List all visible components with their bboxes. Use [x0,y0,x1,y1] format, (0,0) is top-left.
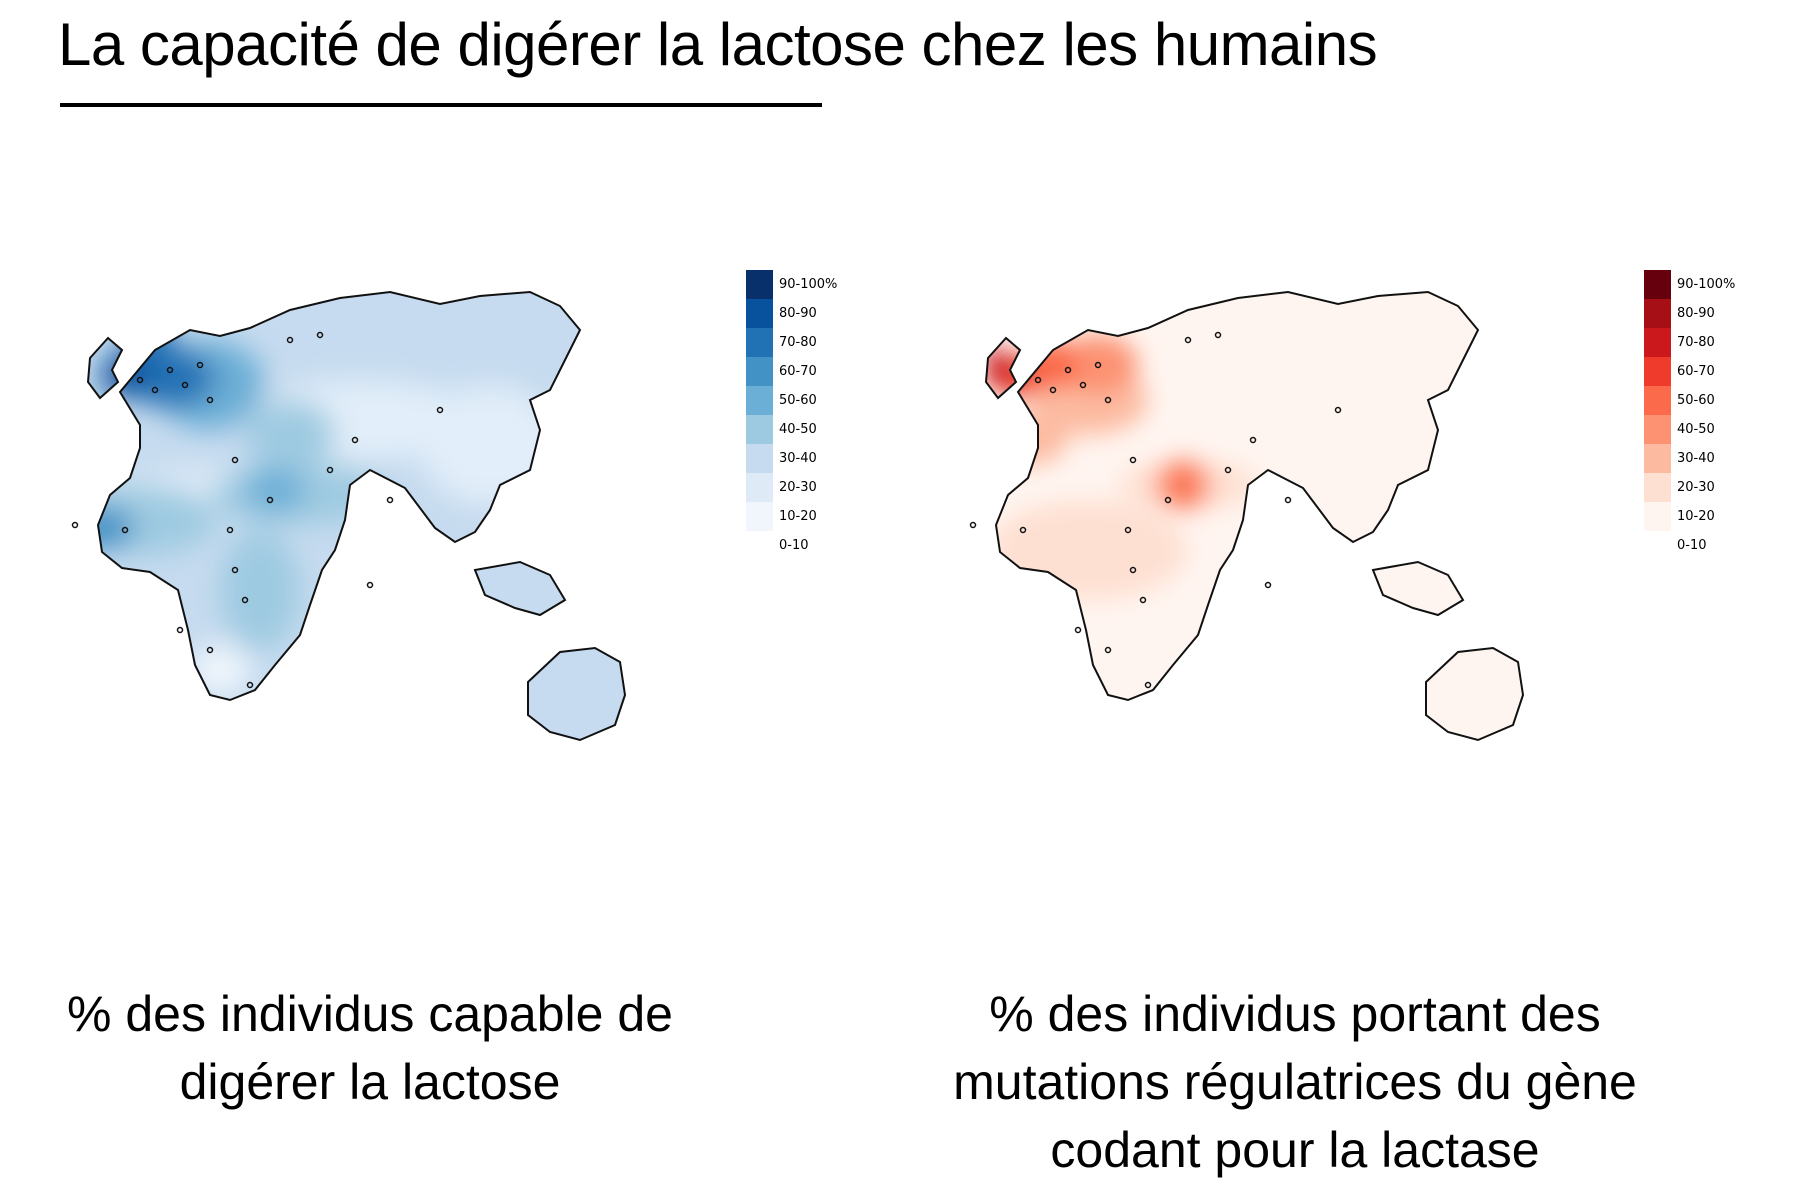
legend-label: 80-90 [779,306,817,321]
legend-label: 90-100% [779,277,838,292]
legend-item: 30-40 [746,444,856,473]
legend-item: 90-100% [746,270,856,299]
legend-item: 30-40 [1644,444,1754,473]
legend-item: 40-50 [746,415,856,444]
legend-label: 20-30 [1677,480,1715,495]
legend-label: 50-60 [1677,393,1715,408]
legend-item: 0-10 [746,531,856,560]
legend-label: 90-100% [1677,277,1736,292]
legend-label: 60-70 [1677,364,1715,379]
legend-item: 10-20 [1644,502,1754,531]
caption-lactase-mutations: % des individus portant des mutations rég… [880,980,1710,1184]
legend-swatch [1644,531,1671,560]
legend-swatch [1644,473,1671,502]
legend-item: 70-80 [746,328,856,357]
legend-label: 40-50 [1677,422,1715,437]
map-lactase-mutations: 90-100% 80-90 70-80 60-70 50-60 40-50 30-40 20-… [958,270,1738,950]
legend: 90-100% 80-90 70-80 60-70 50-60 40-50 30-40 20-… [746,270,856,560]
legend-label: 20-30 [779,480,817,495]
legend-item: 60-70 [1644,357,1754,386]
choropleth-fill [88,292,625,740]
legend-item: 10-20 [746,502,856,531]
choropleth-fill [986,292,1523,740]
legend-item: 20-30 [1644,473,1754,502]
caption-lactose-digestion: % des individus capable de digérer la lac… [0,980,740,1116]
legend-swatch [746,386,773,415]
map-lactose-digestion: 90-100% 80-90 70-80 60-70 50-60 40-50 30-40 20-… [60,270,840,950]
legend-item: 20-30 [746,473,856,502]
legend-swatch [746,357,773,386]
legend-item: 50-60 [1644,386,1754,415]
title-underline [60,103,822,107]
legend-item: 80-90 [1644,299,1754,328]
legend-item: 40-50 [1644,415,1754,444]
legend-swatch [746,299,773,328]
legend-item: 50-60 [746,386,856,415]
legend-swatch [1644,270,1671,299]
legend-swatch [1644,299,1671,328]
sample-sites [71,331,444,689]
legend-swatch [746,270,773,299]
legend-swatch [1644,357,1671,386]
caption-line: mutations régulatrices du gène [953,1054,1637,1110]
caption-line: % des individus capable de [67,986,673,1042]
page-title: La capacité de digérer la lactose chez l… [58,11,1378,78]
legend-swatch [746,415,773,444]
legend-label: 30-40 [779,451,817,466]
legend-item: 80-90 [746,299,856,328]
legend-swatch [1644,328,1671,357]
legend-swatch [746,473,773,502]
legend-label: 80-90 [1677,306,1715,321]
coastlines [86,290,627,742]
legend-swatch [1644,386,1671,415]
legend-label: 50-60 [779,393,817,408]
caption-line: % des individus portant des [989,986,1601,1042]
legend-swatch [1644,444,1671,473]
caption-line: codant pour la lactase [1050,1122,1540,1178]
legend: 90-100% 80-90 70-80 60-70 50-60 40-50 30-40 20-… [1644,270,1754,560]
legend-label: 70-80 [1677,335,1715,350]
legend-label: 0-10 [779,538,809,553]
legend-label: 40-50 [779,422,817,437]
caption-line: digérer la lactose [179,1054,561,1110]
map-canvas [969,290,1525,742]
legend-swatch [1644,415,1671,444]
map-canvas [71,290,627,742]
legend-label: 60-70 [779,364,817,379]
legend-item: 60-70 [746,357,856,386]
legend-label: 30-40 [1677,451,1715,466]
legend-swatch [746,328,773,357]
legend-swatch [746,502,773,531]
legend-item: 90-100% [1644,270,1754,299]
legend-label: 10-20 [779,509,817,524]
legend-label: 0-10 [1677,538,1707,553]
legend-item: 70-80 [1644,328,1754,357]
coastlines [984,290,1525,742]
legend-item: 0-10 [1644,531,1754,560]
sample-sites [969,331,1342,689]
legend-label: 70-80 [779,335,817,350]
legend-swatch [746,531,773,560]
legend-label: 10-20 [1677,509,1715,524]
legend-swatch [1644,502,1671,531]
legend-swatch [746,444,773,473]
